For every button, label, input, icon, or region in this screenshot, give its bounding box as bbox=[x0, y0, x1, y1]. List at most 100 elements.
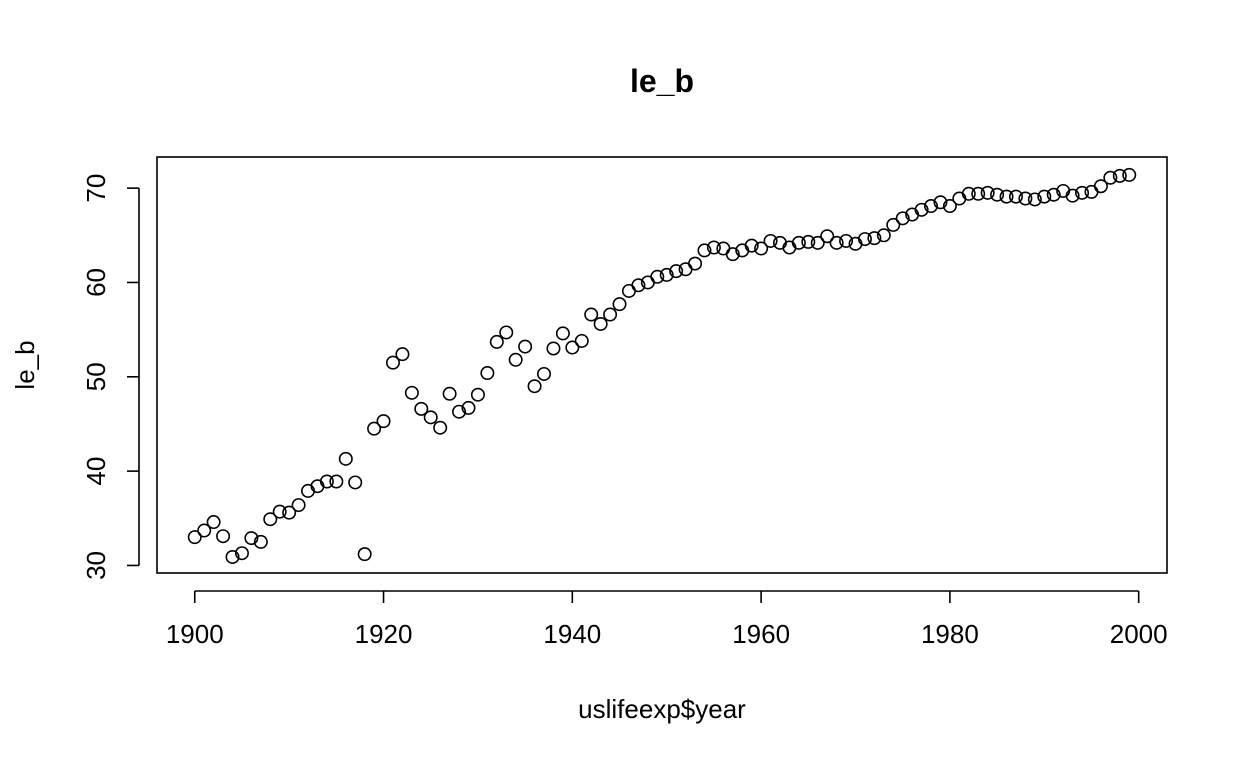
data-point bbox=[669, 264, 684, 279]
data-point bbox=[555, 326, 570, 341]
data-point bbox=[216, 529, 231, 544]
data-point bbox=[1075, 185, 1090, 200]
data-point bbox=[395, 347, 410, 362]
x-tick-label: 1960 bbox=[732, 619, 790, 649]
data-point bbox=[829, 235, 844, 250]
data-point bbox=[329, 474, 344, 489]
data-point bbox=[1084, 184, 1099, 199]
data-point bbox=[499, 325, 514, 340]
data-point bbox=[933, 195, 948, 210]
y-tick-label: 30 bbox=[81, 551, 111, 580]
data-point bbox=[414, 401, 429, 416]
data-point bbox=[319, 474, 334, 489]
data-point bbox=[999, 189, 1014, 204]
data-point bbox=[376, 414, 391, 429]
y-tick-label: 40 bbox=[81, 457, 111, 486]
data-point bbox=[716, 241, 731, 256]
data-point bbox=[886, 217, 901, 232]
data-point bbox=[565, 340, 580, 355]
data-point bbox=[206, 515, 221, 530]
data-point bbox=[282, 505, 297, 520]
data-point bbox=[480, 366, 495, 381]
data-point bbox=[1093, 179, 1108, 194]
x-tick-label: 1940 bbox=[543, 619, 601, 649]
data-point bbox=[253, 534, 268, 549]
data-point bbox=[990, 187, 1005, 202]
data-point bbox=[876, 228, 891, 243]
data-point bbox=[706, 240, 721, 255]
data-point bbox=[914, 202, 929, 217]
plot-frame bbox=[156, 156, 1168, 574]
x-tick-label: 1920 bbox=[355, 619, 413, 649]
data-point bbox=[518, 339, 533, 354]
chart-title: le_b bbox=[630, 63, 694, 99]
data-point bbox=[527, 379, 542, 394]
data-point bbox=[404, 385, 419, 400]
data-point bbox=[688, 256, 703, 271]
data-point bbox=[801, 234, 816, 249]
data-point bbox=[367, 421, 382, 436]
data-point bbox=[1103, 170, 1118, 185]
data-point bbox=[612, 297, 627, 312]
y-tick-label: 50 bbox=[81, 362, 111, 391]
x-axis: 1900 1920 1940 1960 1980 2000 bbox=[166, 590, 1168, 649]
data-point bbox=[961, 186, 976, 201]
data-point bbox=[867, 231, 882, 246]
data-point bbox=[980, 185, 995, 200]
data-point bbox=[263, 512, 278, 527]
data-point bbox=[1008, 189, 1023, 204]
data-point bbox=[1027, 192, 1042, 207]
data-point bbox=[810, 235, 825, 250]
data-point bbox=[895, 211, 910, 226]
data-point bbox=[593, 316, 608, 331]
data-point bbox=[546, 341, 561, 356]
data-point bbox=[942, 199, 957, 214]
data-point bbox=[791, 235, 806, 250]
data-point bbox=[584, 307, 599, 322]
data-point bbox=[537, 366, 552, 381]
data-point bbox=[839, 233, 854, 248]
data-point bbox=[857, 232, 872, 247]
data-point bbox=[461, 400, 476, 415]
data-point bbox=[1122, 167, 1137, 182]
data-point bbox=[725, 247, 740, 262]
data-point bbox=[244, 531, 259, 546]
data-point bbox=[423, 410, 438, 425]
data-point bbox=[433, 420, 448, 435]
data-point bbox=[697, 243, 712, 258]
data-point bbox=[763, 233, 778, 248]
data-point bbox=[650, 269, 665, 284]
data-point bbox=[508, 352, 523, 367]
data-point bbox=[1037, 189, 1052, 204]
data-point bbox=[197, 523, 212, 538]
x-axis-label: uslifeexp$year bbox=[578, 694, 746, 724]
data-point bbox=[489, 334, 504, 349]
data-point bbox=[272, 504, 287, 519]
x-tick-label: 1900 bbox=[166, 619, 224, 649]
data-point bbox=[348, 475, 363, 490]
y-axis-label: le_b bbox=[10, 340, 40, 389]
data-point bbox=[659, 267, 674, 282]
x-tick-label: 1980 bbox=[921, 619, 979, 649]
y-axis: 30 40 50 60 70 bbox=[81, 174, 140, 580]
data-point bbox=[385, 355, 400, 370]
data-points bbox=[187, 167, 1137, 564]
data-point bbox=[442, 386, 457, 401]
data-point bbox=[452, 404, 467, 419]
data-point bbox=[357, 547, 372, 562]
data-point bbox=[291, 498, 306, 513]
data-point bbox=[744, 238, 759, 253]
data-point bbox=[234, 546, 249, 561]
data-point bbox=[187, 530, 202, 545]
data-point bbox=[1046, 187, 1061, 202]
data-point bbox=[574, 333, 589, 348]
data-point bbox=[631, 278, 646, 293]
data-point bbox=[924, 199, 939, 214]
y-tick-label: 60 bbox=[81, 268, 111, 297]
data-point bbox=[470, 387, 485, 402]
data-point bbox=[621, 283, 636, 298]
data-point bbox=[1018, 191, 1033, 206]
data-point bbox=[1112, 168, 1127, 183]
data-point bbox=[225, 549, 240, 564]
